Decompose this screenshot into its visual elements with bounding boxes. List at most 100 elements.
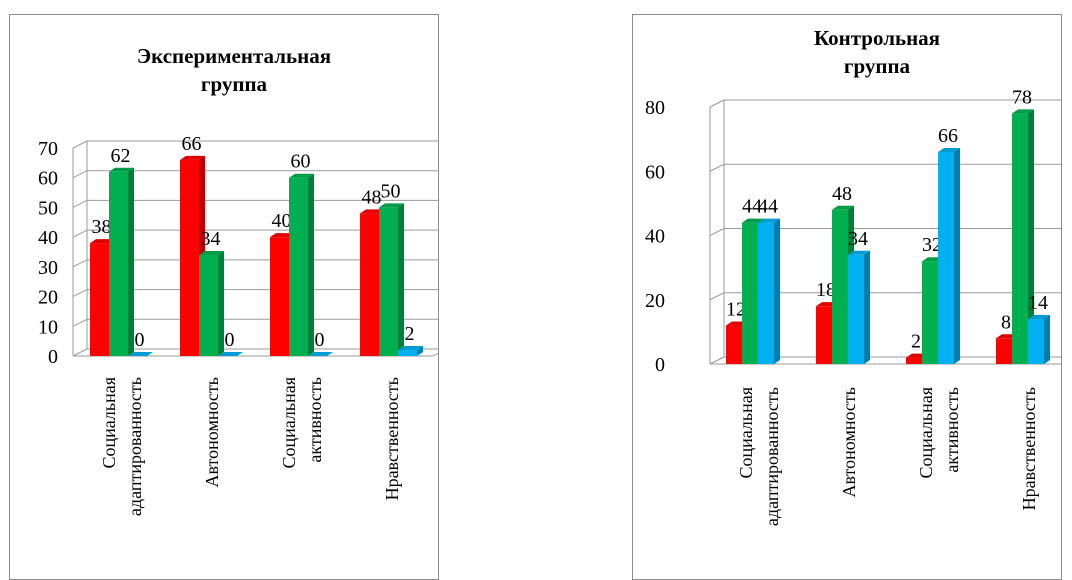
gridline-depth	[72, 170, 88, 179]
y-tick-label: 40	[645, 226, 665, 248]
data-label: 2	[911, 331, 921, 353]
bar-top	[742, 218, 764, 223]
bar-top	[758, 218, 780, 223]
bar-side	[864, 250, 870, 364]
data-label: 38	[92, 216, 112, 238]
data-label: 34	[848, 228, 868, 250]
bar-side	[218, 250, 224, 356]
gridline-depth	[709, 163, 725, 172]
bar-top	[90, 239, 115, 244]
bar	[180, 159, 199, 356]
x-category-label-line: Нравственность	[1019, 387, 1039, 510]
bar-top	[199, 250, 224, 255]
data-label: 0	[315, 329, 325, 351]
y-tick-label: 10	[38, 316, 58, 338]
gridline-depth	[709, 228, 725, 236]
bar-side	[1028, 109, 1034, 364]
data-label: 14	[1028, 292, 1048, 314]
y-tick-label: 30	[38, 257, 58, 279]
data-label: 8	[1001, 311, 1011, 333]
x-category-label: Социальная адаптированность	[99, 377, 145, 516]
bar	[289, 177, 308, 356]
x-category-label: Нравственность	[382, 377, 402, 500]
data-label: 0	[225, 329, 235, 351]
bar	[1028, 319, 1044, 364]
bar-side	[954, 147, 960, 364]
bar-side	[774, 218, 780, 364]
chart-panel-experimental: Экспериментальная группа 0 10 20 30 40 50 60 70 38…	[9, 14, 439, 580]
data-label: 66	[938, 125, 958, 147]
data-label: 44	[758, 196, 778, 218]
x-category-label: Автономность	[202, 377, 222, 488]
x-category-label-line: Социальная	[916, 387, 936, 479]
x-category-label: Социальная адаптированность	[736, 387, 782, 526]
x-category-label-line: Социальная	[279, 377, 299, 469]
y-tick-label: 50	[38, 197, 58, 219]
bar-top	[1028, 315, 1050, 320]
bar-top	[1012, 109, 1034, 114]
x-category-label: Автономность	[839, 387, 859, 498]
chart-title-line: группа	[844, 54, 911, 78]
chart-title-line: Экспериментальная	[137, 44, 331, 68]
x-category-label-line: Нравственность	[382, 377, 402, 500]
gridline-depth	[709, 292, 725, 301]
bar	[379, 207, 398, 356]
x-category-label: Нравственность	[1019, 387, 1039, 510]
bar-top	[360, 209, 385, 214]
gridline-depth	[709, 99, 725, 108]
bar	[90, 243, 109, 356]
bar-top	[289, 173, 314, 178]
x-category-label-line: активность	[942, 387, 962, 473]
data-label: 18	[816, 279, 836, 301]
bar-top	[848, 250, 870, 255]
bar	[758, 222, 774, 364]
bar-top	[398, 346, 423, 351]
x-category-label-line: Автономность	[839, 387, 859, 498]
bar	[109, 171, 128, 356]
chart-panel-control: Контрольная группа 0 20 40 60 80 12 44 44 Социальн…	[632, 14, 1062, 580]
bar-side	[308, 173, 314, 356]
gridline-depth	[72, 199, 88, 208]
bar	[270, 237, 289, 356]
bar-top	[218, 352, 243, 356]
gridline-depth	[72, 140, 88, 149]
chart-title-line: Контрольная	[814, 26, 940, 50]
x-category-label-line: адаптированность	[125, 377, 145, 516]
data-label: 50	[381, 180, 401, 202]
gridline-depth	[72, 229, 88, 238]
data-label: 40	[272, 210, 292, 232]
y-tick-label: 40	[38, 227, 58, 249]
data-label: 2	[405, 323, 415, 345]
bar-top	[128, 352, 153, 356]
data-label: 48	[362, 186, 382, 208]
x-category-label-line: Социальная	[736, 387, 756, 479]
gridline-depth	[72, 259, 88, 268]
chart-title-line: группа	[201, 72, 268, 96]
bar	[848, 254, 864, 364]
data-label: 78	[1012, 86, 1032, 108]
bar-side	[417, 346, 423, 356]
data-label: 60	[291, 151, 311, 173]
bar	[742, 222, 758, 364]
bar-top	[938, 147, 960, 152]
bar-top	[270, 233, 295, 238]
y-tick-label: 80	[645, 97, 665, 119]
y-tick-label: 20	[38, 287, 58, 309]
x-category-label-line: адаптированность	[762, 387, 782, 526]
data-label: 0	[135, 329, 145, 351]
x-category-label-line: Социальная	[99, 377, 119, 469]
bar-top	[308, 352, 333, 356]
x-category-label: Социальная активность	[916, 387, 962, 479]
chart-experimental: Экспериментальнаягруппа01020304050607038…	[38, 44, 438, 516]
data-label: 66	[182, 133, 202, 155]
bar	[922, 261, 938, 364]
data-label: 32	[922, 234, 942, 256]
bar-side	[398, 203, 404, 356]
bar-top	[109, 167, 134, 172]
bar-top	[832, 205, 854, 210]
x-category-label-line: Автономность	[202, 377, 222, 488]
y-tick-label: 70	[38, 138, 58, 160]
gridline-depth	[72, 348, 88, 357]
data-label: 48	[832, 183, 852, 205]
